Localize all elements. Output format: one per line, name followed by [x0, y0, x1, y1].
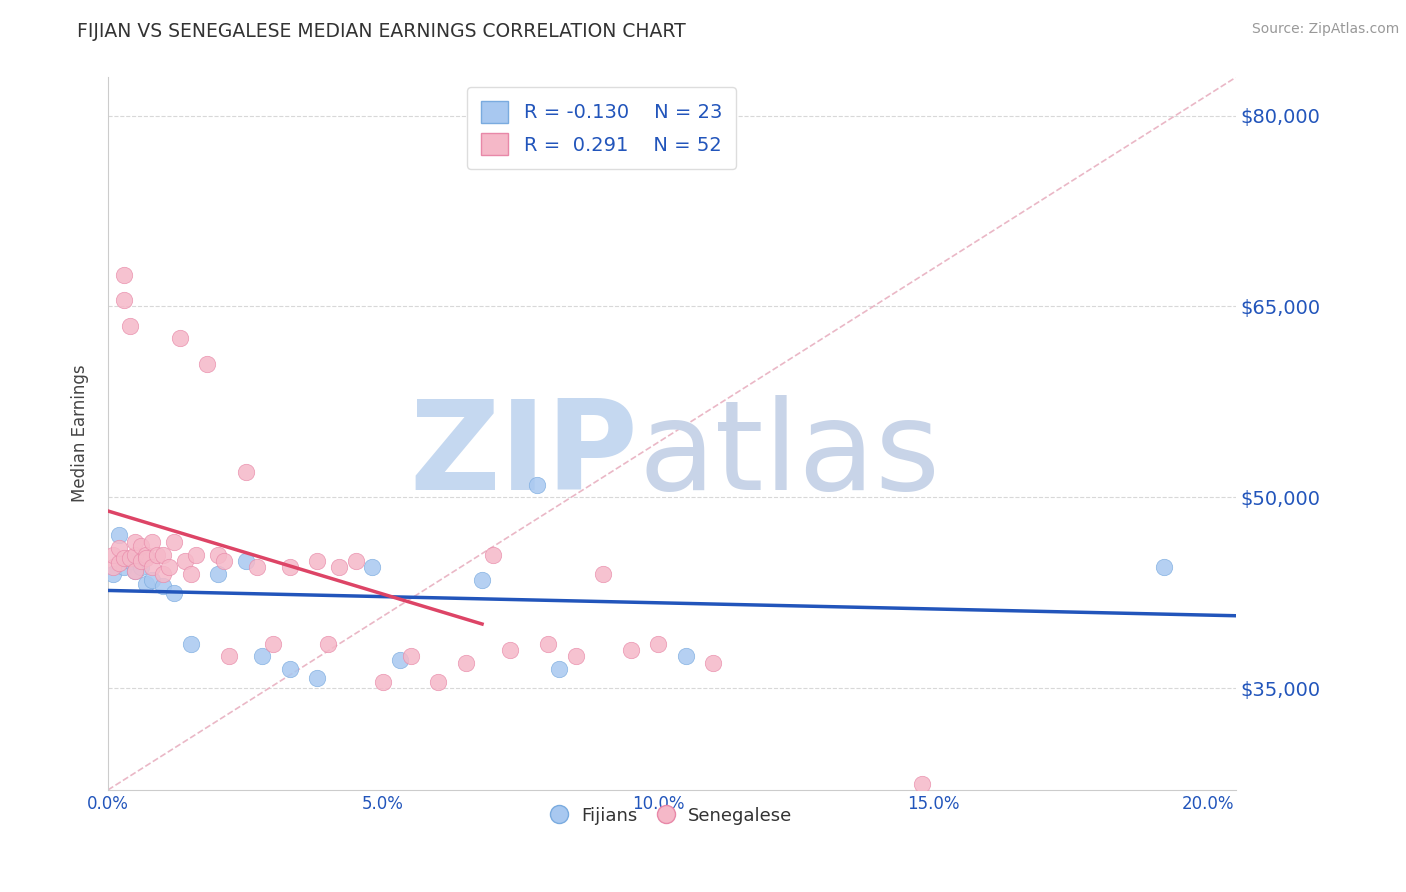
- Point: [129, 539, 152, 553]
- Point: [262, 637, 284, 651]
- Point: [498, 643, 520, 657]
- Point: [592, 566, 614, 581]
- Legend: Fijians, Senegalese: Fijians, Senegalese: [543, 797, 801, 834]
- Point: [163, 534, 186, 549]
- Point: [141, 560, 163, 574]
- Point: [124, 548, 146, 562]
- Point: [647, 637, 669, 651]
- Point: [152, 548, 174, 562]
- Point: [114, 560, 136, 574]
- Point: [118, 554, 141, 568]
- Point: [388, 653, 411, 667]
- Point: [146, 548, 169, 562]
- Point: [108, 541, 131, 556]
- Point: [344, 554, 367, 568]
- Point: [103, 566, 125, 581]
- Point: [108, 528, 131, 542]
- Point: [169, 331, 191, 345]
- Point: [141, 534, 163, 549]
- Point: [207, 566, 229, 581]
- Point: [548, 662, 571, 676]
- Text: FIJIAN VS SENEGALESE MEDIAN EARNINGS CORRELATION CHART: FIJIAN VS SENEGALESE MEDIAN EARNINGS COR…: [77, 22, 686, 41]
- Point: [454, 656, 477, 670]
- Point: [702, 656, 724, 670]
- Point: [305, 671, 328, 685]
- Point: [118, 318, 141, 333]
- Point: [114, 551, 136, 566]
- Point: [184, 548, 207, 562]
- Point: [305, 554, 328, 568]
- Point: [235, 554, 257, 568]
- Point: [218, 649, 240, 664]
- Point: [157, 560, 180, 574]
- Point: [179, 637, 201, 651]
- Point: [195, 357, 218, 371]
- Text: Source: ZipAtlas.com: Source: ZipAtlas.com: [1251, 22, 1399, 37]
- Point: [471, 573, 494, 587]
- Point: [207, 548, 229, 562]
- Point: [537, 637, 560, 651]
- Point: [564, 649, 586, 664]
- Point: [911, 776, 934, 790]
- Point: [103, 548, 125, 562]
- Point: [427, 674, 450, 689]
- Point: [124, 564, 146, 578]
- Text: atlas: atlas: [638, 394, 941, 516]
- Point: [212, 554, 235, 568]
- Point: [235, 465, 257, 479]
- Point: [114, 293, 136, 307]
- Point: [316, 637, 339, 651]
- Point: [371, 674, 394, 689]
- Y-axis label: Median Earnings: Median Earnings: [72, 365, 89, 502]
- Point: [179, 566, 201, 581]
- Point: [250, 649, 273, 664]
- Point: [675, 649, 697, 664]
- Point: [245, 560, 267, 574]
- Point: [620, 643, 643, 657]
- Point: [174, 554, 197, 568]
- Point: [152, 579, 174, 593]
- Point: [1153, 560, 1175, 574]
- Point: [135, 548, 157, 562]
- Point: [526, 477, 548, 491]
- Point: [135, 576, 157, 591]
- Point: [114, 268, 136, 282]
- Point: [129, 554, 152, 568]
- Point: [361, 560, 384, 574]
- Point: [135, 551, 157, 566]
- Point: [103, 560, 125, 574]
- Point: [278, 662, 301, 676]
- Point: [118, 551, 141, 566]
- Point: [152, 566, 174, 581]
- Point: [328, 560, 350, 574]
- Point: [108, 557, 131, 571]
- Point: [278, 560, 301, 574]
- Point: [141, 573, 163, 587]
- Point: [482, 548, 505, 562]
- Point: [124, 564, 146, 578]
- Point: [163, 585, 186, 599]
- Point: [129, 560, 152, 574]
- Point: [399, 649, 422, 664]
- Text: ZIP: ZIP: [409, 394, 638, 516]
- Point: [124, 534, 146, 549]
